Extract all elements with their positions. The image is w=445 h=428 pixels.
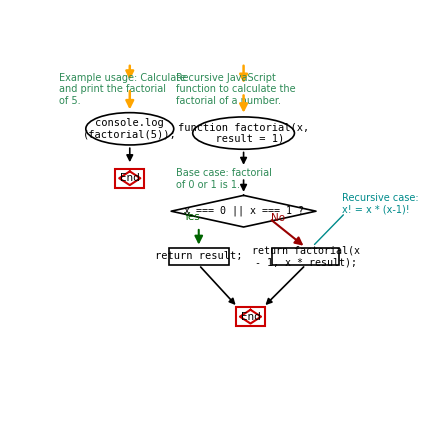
Text: Yes: Yes bbox=[183, 212, 200, 222]
Text: End: End bbox=[241, 312, 260, 322]
Text: console.log
(factorial(5));: console.log (factorial(5)); bbox=[83, 118, 177, 140]
Bar bbox=[236, 307, 265, 326]
Text: No: No bbox=[271, 213, 285, 223]
Text: Example usage: Calculate
and print the factorial
of 5.: Example usage: Calculate and print the f… bbox=[59, 73, 186, 106]
Bar bbox=[115, 169, 145, 188]
Text: function factorial(x,
  result = 1): function factorial(x, result = 1) bbox=[178, 122, 309, 144]
Text: return result;: return result; bbox=[155, 251, 243, 262]
Bar bbox=[272, 248, 339, 265]
Text: return factorial(x
- 1, x * result);: return factorial(x - 1, x * result); bbox=[252, 246, 360, 267]
Text: End: End bbox=[120, 173, 140, 183]
Text: x === 0 || x === 1 ?: x === 0 || x === 1 ? bbox=[184, 206, 303, 217]
Text: Base case: factorial
of 0 or 1 is 1.: Base case: factorial of 0 or 1 is 1. bbox=[176, 168, 272, 190]
Text: Recursive case:
x! = x * (x-1)!: Recursive case: x! = x * (x-1)! bbox=[342, 193, 418, 215]
Text: Recursive JavaScript
function to calculate the
factorial of a number.: Recursive JavaScript function to calcula… bbox=[176, 73, 296, 106]
Bar bbox=[169, 248, 229, 265]
